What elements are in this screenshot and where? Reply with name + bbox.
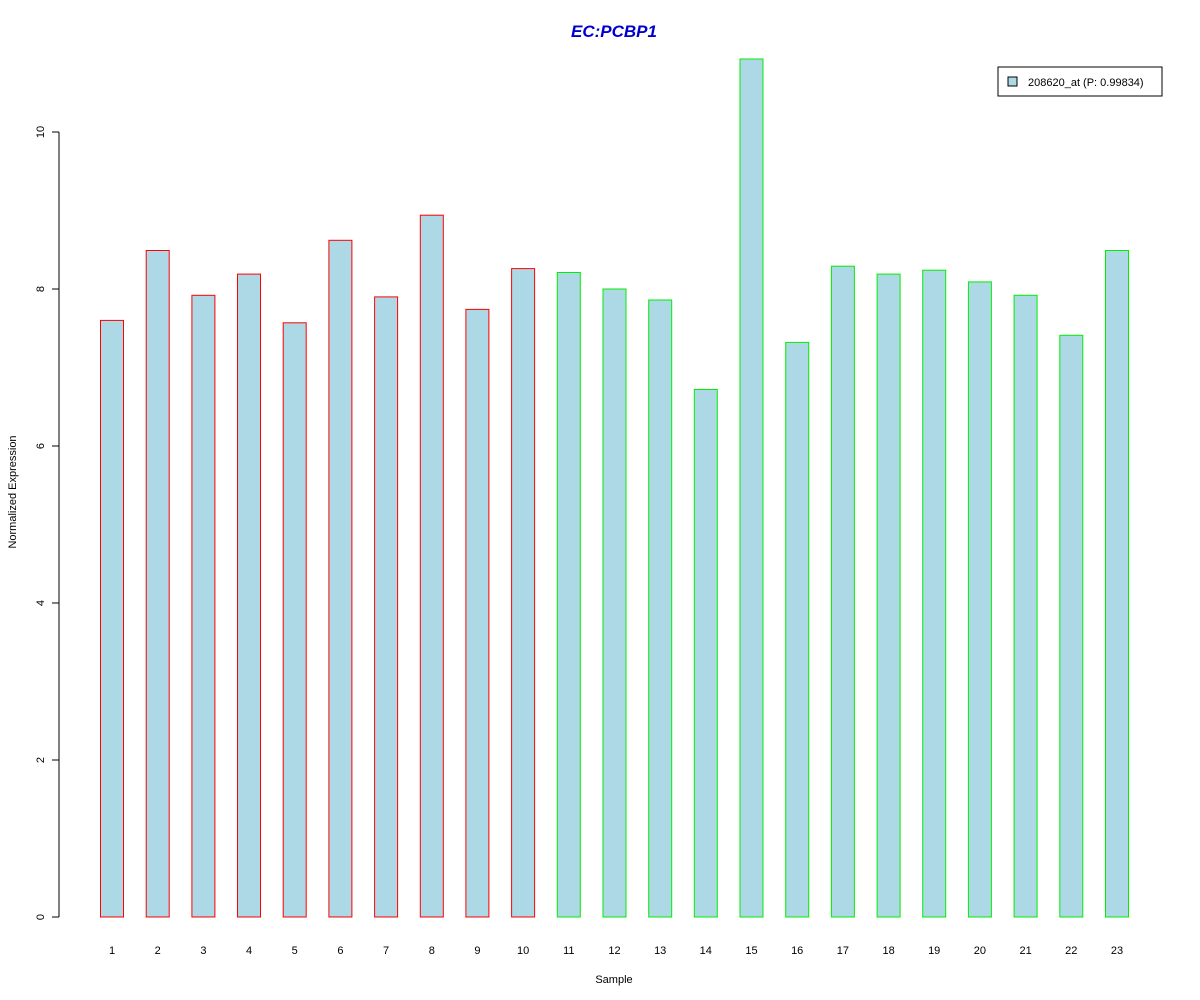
bar-sample-8 [419,214,444,918]
x-tick-label: 2 [155,945,161,957]
bar-sample-16 [785,341,810,918]
x-tick-label: 22 [1065,945,1077,957]
bar-sample-13 [648,299,673,918]
legend: 208620_at (P: 0.99834) [997,66,1163,97]
legend-swatch [1007,76,1018,87]
x-tick-label: 5 [292,945,298,957]
bar-sample-21 [1013,294,1038,918]
y-tick-label: 4 [35,600,47,606]
bar-sample-23 [1105,250,1129,918]
x-tick-label: 4 [246,945,252,957]
y-tick-label: 8 [35,286,47,292]
bar-sample-6 [328,239,353,918]
bar-sample-22 [1059,334,1084,918]
y-tick-label: 2 [35,757,47,763]
bar-sample-10 [511,268,536,918]
bar-sample-17 [830,265,855,918]
x-tick-label: 21 [1019,945,1031,957]
bar-sample-14 [693,389,718,918]
x-tick-label: 20 [974,945,986,957]
legend-label: 208620_at (P: 0.99834) [1028,77,1144,89]
bar-sample-3 [191,294,216,918]
x-axis-label: Sample [595,974,632,986]
x-axis-tick-labels: 1 2 3 4 5 6 7 8 9 10 11 12 13 14 15 16 17 18 19 20 21 22 23 [109,945,1123,957]
x-tick-label: 6 [337,945,343,957]
y-tick-label: 6 [35,443,47,449]
bar-sample-19 [922,269,947,918]
chart-title: EC:PCBP1 [571,22,657,41]
y-tick-label: 0 [35,914,47,920]
bar-sample-11 [556,272,581,918]
x-tick-label: 19 [928,945,940,957]
bar-sample-15 [739,58,764,918]
y-tick-label: 10 [35,126,47,138]
x-tick-label: 16 [791,945,803,957]
bar-sample-20 [967,281,992,918]
x-tick-label: 7 [383,945,389,957]
x-tick-label: 11 [563,945,574,957]
x-tick-label: 17 [837,945,849,957]
bars-group [100,58,1129,918]
bar-sample-2 [145,250,170,918]
x-tick-label: 15 [745,945,757,957]
bar-sample-18 [876,273,901,918]
bar-sample-1 [100,319,124,918]
x-tick-label: 14 [700,945,712,957]
y-axis-label: Normalized Expression [7,435,19,548]
legend-box [997,66,1163,97]
bar-sample-9 [465,308,490,918]
x-tick-label: 18 [882,945,894,957]
x-tick-label: 12 [608,945,620,957]
bar-sample-7 [374,296,399,918]
x-tick-label: 1 [109,945,115,957]
bar-sample-12 [602,288,627,918]
bar-sample-5 [282,322,307,918]
y-axis: 0 2 4 6 8 10 [35,126,60,920]
x-tick-label: 3 [200,945,206,957]
bar-sample-4 [237,273,261,918]
x-tick-label: 8 [429,945,435,957]
x-tick-label: 9 [474,945,480,957]
x-tick-label: 13 [654,945,666,957]
x-tick-label: 10 [517,945,529,957]
x-tick-label: 23 [1111,945,1123,957]
